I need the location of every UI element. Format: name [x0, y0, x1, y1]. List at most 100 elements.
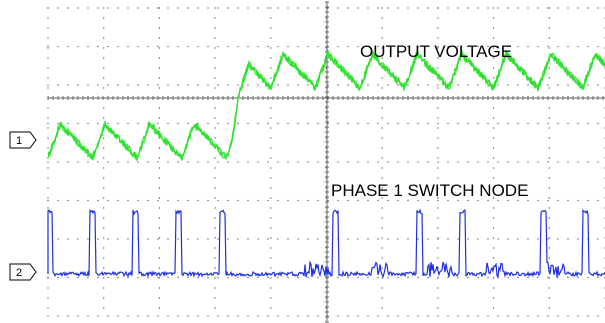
grid-dot [127, 161, 129, 163]
grid-dot [437, 45, 439, 48]
grid-dot [381, 207, 383, 209]
grid-dot [437, 27, 439, 29]
grid-dot [67, 122, 69, 125]
grid-dot [270, 157, 272, 159]
grid-dot [507, 7, 509, 9]
grid-dot [167, 315, 169, 317]
grid-dot [497, 199, 499, 202]
grid-dot [87, 122, 89, 125]
grid-dot [493, 287, 495, 289]
grid-dot [457, 45, 459, 48]
grid-dot [597, 45, 599, 48]
grid-dot [103, 37, 105, 39]
grid-dot [327, 7, 329, 9]
grid-dot [437, 307, 439, 309]
grid-dot [197, 84, 199, 86]
grid-dot [437, 87, 439, 89]
grid-dot [437, 37, 439, 39]
grid-dot [87, 238, 89, 240]
grid-dot [158, 117, 160, 119]
grid-dot [214, 57, 216, 59]
grid-dot [467, 161, 469, 163]
grid-dot [567, 238, 569, 240]
grid-dot [158, 17, 160, 19]
grid-dot [493, 47, 495, 49]
grid-dot [158, 7, 160, 9]
grid-dot [214, 237, 216, 239]
grid-dot [557, 161, 559, 163]
grid-dot [103, 167, 105, 169]
grid-dot [97, 315, 99, 317]
grid-dot [327, 122, 329, 125]
grid-dot [257, 315, 259, 317]
grid-dot [381, 267, 383, 269]
grid-dot [337, 122, 339, 125]
grid-dot [77, 84, 79, 86]
grid-dot [97, 45, 99, 48]
grid-dot [47, 27, 49, 29]
grid-dot [547, 7, 549, 9]
grid-dot [377, 7, 379, 9]
grid-dot [214, 187, 216, 189]
grid-dot [427, 45, 429, 48]
grid-dot [117, 7, 119, 9]
grid-dot [381, 57, 383, 59]
grid-dot [307, 315, 309, 317]
grid-dot [547, 122, 549, 125]
grid-dot [127, 199, 129, 202]
grid-dot [317, 315, 319, 317]
grid-dot [457, 122, 459, 125]
grid-dot [577, 161, 579, 163]
grid-dot [577, 7, 579, 9]
grid-dot [197, 122, 199, 125]
grid-dot [493, 227, 495, 229]
grid-dot [47, 7, 49, 9]
grid-dot [317, 238, 319, 240]
grid-dot [377, 84, 379, 86]
grid-dot [107, 238, 109, 240]
grid-dot [227, 238, 229, 240]
grid-dot [297, 199, 299, 202]
grid-dot [214, 207, 216, 209]
grid-dot [548, 37, 550, 39]
grid-dot [157, 161, 159, 163]
grid-dot [167, 45, 169, 48]
grid-dot [214, 37, 216, 39]
grid-dot [477, 7, 479, 9]
grid-dot [103, 297, 105, 299]
grid-dot [357, 122, 359, 125]
grid-dot [337, 315, 339, 317]
grid-dot [437, 57, 439, 59]
grid-dot [417, 199, 419, 202]
grid-dot [557, 122, 559, 125]
grid-dot [437, 217, 439, 219]
grid-dot [357, 199, 359, 202]
grid-dot [47, 161, 49, 163]
grid-dot [487, 238, 489, 240]
grid-dot [277, 7, 279, 9]
grid-dot [597, 84, 599, 86]
grid-dot [103, 217, 105, 219]
grid-dot [381, 167, 383, 169]
grid-dot [158, 47, 160, 49]
grid-dot [337, 276, 339, 279]
grid-dot [507, 238, 509, 240]
grid-dot [47, 57, 49, 59]
grid-dot [47, 147, 49, 149]
grid-dot [177, 122, 179, 125]
grid-dot [97, 122, 99, 125]
grid-dot [387, 238, 389, 240]
channel-2-trace [47, 208, 605, 279]
grid-dot [548, 267, 550, 269]
grid-dot [487, 45, 489, 48]
grid-dot [567, 45, 569, 48]
grid-dot [493, 37, 495, 39]
grid-dot [493, 17, 495, 19]
grid-dot [47, 276, 49, 279]
grid-dot [493, 77, 495, 79]
grid-dot [397, 84, 399, 86]
grid-dot [381, 47, 383, 49]
grid-dot [257, 122, 259, 125]
grid-dot [103, 257, 105, 259]
grid-dot [103, 67, 105, 69]
